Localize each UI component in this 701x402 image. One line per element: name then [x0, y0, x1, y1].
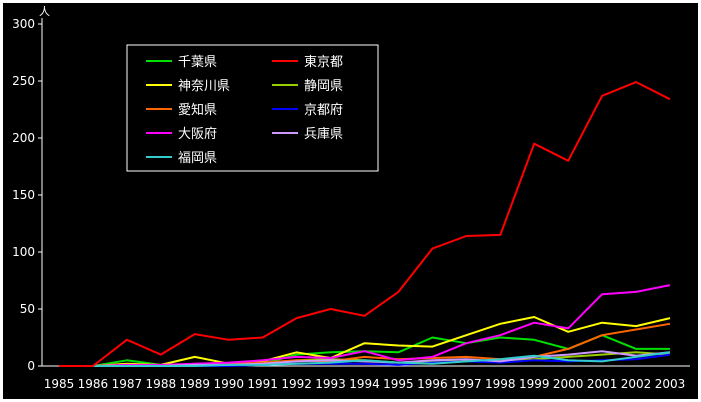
x-tick-label: 1995	[383, 377, 414, 391]
y-tick-label: 50	[20, 302, 35, 316]
legend-label: 愛知県	[178, 102, 217, 118]
series-line	[59, 284, 671, 367]
series-line	[59, 81, 671, 367]
y-tick-label: 150	[12, 188, 35, 202]
x-tick-label: 1999	[519, 377, 550, 391]
x-tick-label: 1998	[485, 377, 516, 391]
legend-label: 神奈川県	[178, 79, 230, 94]
y-tick-label: 0	[27, 359, 35, 373]
y-tick-label: 250	[12, 74, 35, 88]
x-tick-label: 2002	[621, 377, 652, 391]
legend-label: 静岡県	[304, 79, 343, 94]
series-layer	[59, 81, 671, 367]
x-tick-label: 1993	[315, 377, 346, 391]
x-tick-label: 1989	[180, 377, 211, 391]
legend-label: 東京都	[304, 54, 343, 70]
x-tick-label: 1990	[213, 377, 244, 391]
legend-label: 福岡県	[178, 151, 217, 166]
x-tick-label: 2003	[655, 377, 686, 391]
x-tick-label: 1986	[78, 377, 109, 391]
legend-label: 京都府	[304, 103, 343, 118]
series-line	[59, 351, 671, 367]
series-line	[59, 316, 671, 367]
x-tick-label: 2001	[587, 377, 618, 391]
y-axis-unit-label: 人	[39, 5, 50, 18]
x-tick-label: 1987	[112, 377, 143, 391]
x-tick-label: 1992	[281, 377, 312, 391]
x-tick-label: 2000	[553, 377, 584, 391]
x-tick-label: 1985	[44, 377, 75, 391]
x-tick-label: 1991	[247, 377, 278, 391]
x-tick-label: 1988	[146, 377, 177, 391]
y-tick-label: 100	[12, 245, 35, 259]
legend-label: 大阪府	[178, 127, 217, 142]
y-tick-label: 300	[12, 17, 35, 31]
legend-label: 兵庫県	[304, 127, 343, 142]
x-tick-label: 1994	[349, 377, 380, 391]
y-tick-label: 200	[12, 131, 35, 145]
legend-label: 千葉県	[178, 55, 217, 70]
x-tick-label: 1996	[417, 377, 448, 391]
x-tick-label: 1997	[451, 377, 482, 391]
